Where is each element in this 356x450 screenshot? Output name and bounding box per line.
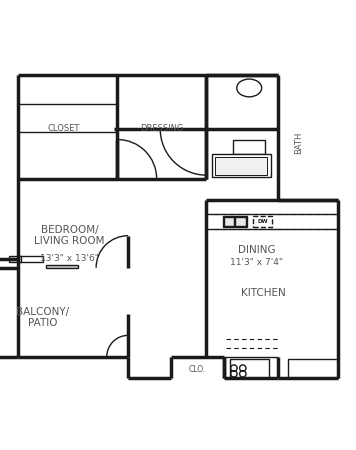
Bar bbox=[233, 140, 265, 154]
Bar bbox=[212, 154, 271, 177]
Text: 11'3" x 7'4": 11'3" x 7'4" bbox=[230, 258, 283, 267]
Bar bbox=[253, 216, 272, 227]
Bar bbox=[215, 158, 267, 175]
Bar bbox=[222, 216, 247, 227]
Text: DRESSING: DRESSING bbox=[140, 124, 184, 133]
Text: BATH: BATH bbox=[294, 132, 304, 154]
Bar bbox=[9, 256, 21, 262]
Text: CLO.: CLO. bbox=[189, 364, 206, 373]
Text: KITCHEN: KITCHEN bbox=[241, 288, 286, 297]
Bar bbox=[235, 217, 246, 226]
Bar bbox=[288, 359, 338, 378]
Text: CLOSET: CLOSET bbox=[48, 124, 80, 133]
Text: 13'3" x 13'6": 13'3" x 13'6" bbox=[40, 254, 99, 263]
Text: BEDROOM/
LIVING ROOM: BEDROOM/ LIVING ROOM bbox=[34, 225, 105, 247]
Bar bbox=[224, 217, 234, 226]
Text: DINING: DINING bbox=[237, 245, 275, 255]
Bar bbox=[46, 265, 78, 268]
Bar bbox=[230, 359, 269, 378]
Text: DW: DW bbox=[257, 219, 268, 224]
Text: BALCONY/
PATIO: BALCONY/ PATIO bbox=[16, 307, 69, 328]
Bar bbox=[18, 256, 43, 262]
